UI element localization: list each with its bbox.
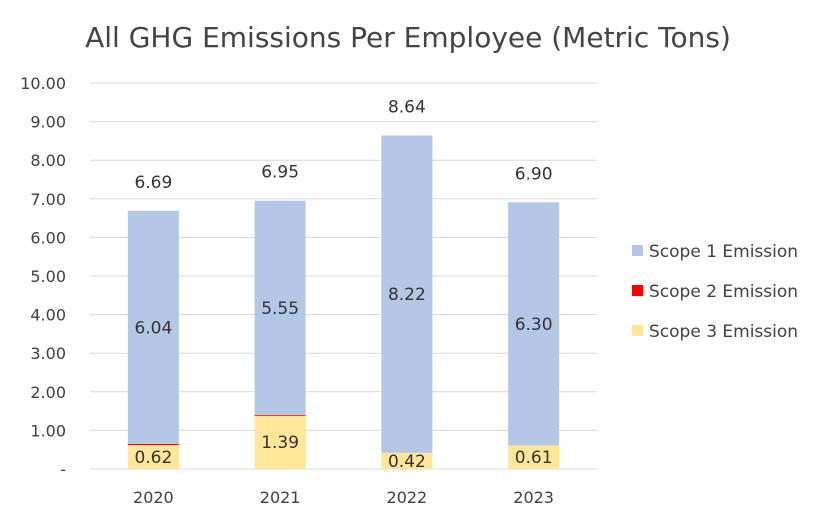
bar-scope-1-emission-2021 [254,200,306,415]
x-tick-label: 2023 [513,488,554,507]
x-axis-tick-labels: 2020 2021 2022 2023 [133,488,554,507]
bar-scope-1-emission-2022 [381,135,433,453]
legend: Scope 1 Emission Scope 2 Emission Scope 3 … [632,242,798,342]
y-tick-label: 8.00 [30,151,66,170]
legend-swatch [632,285,643,296]
y-tick-label: 7.00 [30,190,66,209]
y-tick-label: 4.00 [30,306,66,325]
y-tick-label: 9.00 [30,113,66,132]
legend-label: Scope 1 Emission [649,242,798,262]
bar-scope-3-emission-2020 [127,445,179,469]
bar-scope-3-emission-2022 [381,452,433,469]
x-tick-label: 2021 [260,488,301,507]
bar-scope-3-emission-2021 [254,415,306,469]
y-tick-label: - [60,460,66,479]
data-label: 0.61 [515,448,553,468]
bar-scope-1-emission-2023 [508,202,560,446]
data-label: 6.04 [134,318,172,338]
data-label: 8.22 [388,285,426,305]
data-label: 6.30 [515,315,553,335]
chart-title: All GHG Emissions Per Employee (Metric T… [85,21,731,54]
y-tick-label: 5.00 [30,267,66,286]
y-tick-label: 2.00 [30,383,66,402]
x-tick-label: 2020 [133,488,174,507]
y-tick-label: 3.00 [30,344,66,363]
data-label: 0.62 [134,448,172,468]
bar-scope-2-emission-2021 [254,414,306,416]
data-label: 1.39 [261,433,299,453]
total-label: 6.69 [134,173,172,193]
y-tick-label: 1.00 [30,421,66,440]
y-tick-label: 6.00 [30,228,66,247]
data-label: 5.55 [261,299,299,319]
bars [127,135,560,469]
x-tick-label: 2022 [387,488,428,507]
data-labels: 0.62 6.04 6.69 1.39 5.55 6.95 0.42 8.22 8.64 0.61… [134,97,552,471]
bar-scope-1-emission-2020 [127,210,179,444]
legend-label: Scope 3 Emission [649,322,798,342]
legend-swatch [632,245,643,256]
total-label: 8.64 [388,97,426,117]
total-label: 6.95 [261,163,299,183]
total-label: 6.90 [515,165,553,185]
legend-swatch [632,325,643,336]
bar-scope-3-emission-2023 [508,445,560,469]
bar-scope-2-emission-2020 [127,443,179,446]
y-axis-tick-labels: - 1.00 2.00 3.00 4.00 5.00 6.00 7.00 8.00 9.00 10.… [20,74,66,479]
data-label: 0.42 [388,452,426,472]
legend-label: Scope 2 Emission [649,282,798,302]
y-tick-label: 10.00 [20,74,66,93]
